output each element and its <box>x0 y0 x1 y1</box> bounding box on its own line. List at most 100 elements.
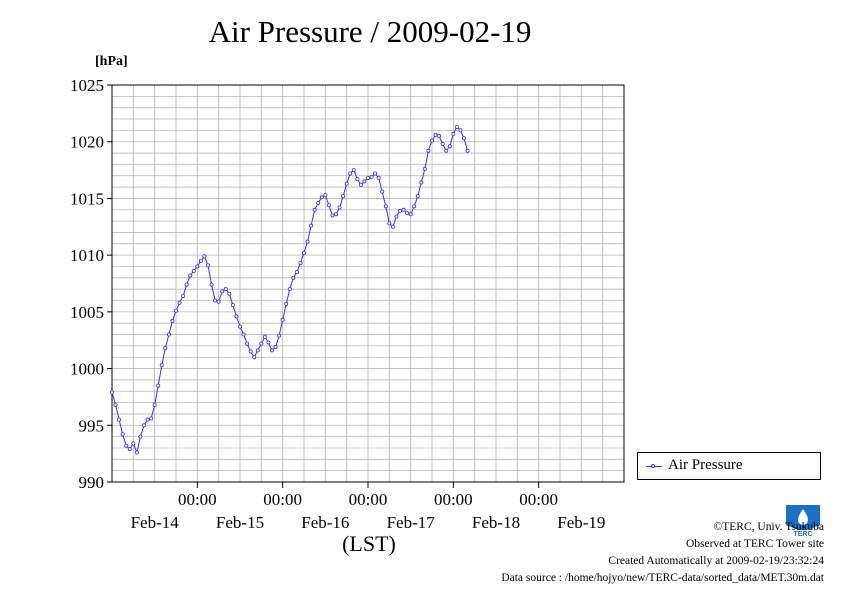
data-point <box>301 250 306 255</box>
data-point <box>195 264 200 269</box>
data-point <box>376 176 381 181</box>
data-point <box>298 261 303 266</box>
data-point <box>198 258 203 263</box>
data-point <box>447 144 452 149</box>
data-point <box>344 181 349 186</box>
data-point <box>223 287 228 292</box>
data-point <box>241 332 246 337</box>
data-point <box>383 204 388 209</box>
data-point <box>149 416 154 421</box>
data-point <box>273 345 278 350</box>
data-point <box>369 174 374 179</box>
x-date-label: Feb-19 <box>557 513 605 532</box>
created-text: Created Automatically at 2009-02-19/23:3… <box>608 555 824 567</box>
data-point <box>209 282 214 287</box>
data-point <box>440 141 445 146</box>
data-point <box>458 128 463 133</box>
x-time-label: 00:00 <box>434 490 473 509</box>
data-point <box>173 308 178 313</box>
data-point <box>330 213 335 218</box>
data-point <box>348 171 353 176</box>
data-point <box>184 282 189 287</box>
x-date-label: Feb-16 <box>301 513 349 532</box>
data-point <box>312 207 317 212</box>
x-time-label: 00:00 <box>349 490 388 509</box>
x-axis-label: (LST) <box>342 531 396 556</box>
data-point <box>205 263 210 268</box>
y-tick-label: 990 <box>79 473 105 492</box>
data-point <box>422 166 427 171</box>
data-point <box>291 275 296 280</box>
legend: Air Pressure <box>637 452 821 480</box>
data-point <box>191 269 196 274</box>
data-point <box>333 212 338 217</box>
y-tick-label: 1000 <box>70 360 104 379</box>
data-point <box>287 287 292 292</box>
y-tick-label: 995 <box>79 416 105 435</box>
data-point <box>134 450 139 455</box>
data-point <box>227 291 232 296</box>
data-point <box>390 224 395 229</box>
data-point <box>110 390 115 395</box>
data-point <box>245 341 250 346</box>
data-point <box>326 203 331 208</box>
data-point <box>280 317 285 322</box>
data-point <box>319 195 324 200</box>
legend-label: Air Pressure <box>668 457 743 473</box>
data-point <box>412 204 417 209</box>
data-point <box>316 200 321 205</box>
x-time-label: 00:00 <box>263 490 302 509</box>
data-point <box>220 289 225 294</box>
data-point <box>454 124 459 129</box>
data-point <box>252 355 257 360</box>
data-point <box>152 402 157 407</box>
data-point <box>394 214 399 219</box>
data-point <box>255 348 260 353</box>
data-point <box>131 441 136 446</box>
data-point <box>380 189 385 194</box>
data-point <box>213 298 218 303</box>
chart-title: Air Pressure / 2009-02-19 <box>208 14 532 49</box>
data-point <box>294 270 299 275</box>
data-point <box>120 432 125 437</box>
data-point <box>117 417 122 422</box>
data-point <box>234 314 239 319</box>
data-point <box>355 177 360 182</box>
data-point <box>181 293 186 298</box>
data-point <box>408 212 413 217</box>
data-point <box>429 138 434 143</box>
data-point <box>259 341 264 346</box>
data-point <box>266 340 271 345</box>
data-point <box>269 348 274 353</box>
legend-line-marker-icon <box>646 464 662 468</box>
data-point <box>305 239 310 244</box>
x-time-label: 00:00 <box>178 490 217 509</box>
data-point <box>437 134 442 139</box>
data-point <box>365 176 370 181</box>
x-date-label: Feb-17 <box>387 513 436 532</box>
data-point <box>444 148 449 153</box>
data-point <box>415 194 420 199</box>
x-date-label: Feb-14 <box>131 513 180 532</box>
data-point <box>341 194 346 199</box>
x-time-label: 00:00 <box>519 490 558 509</box>
data-point <box>323 193 328 198</box>
data-point <box>170 318 175 323</box>
data-point <box>230 303 235 308</box>
y-tick-label: 1010 <box>70 246 104 265</box>
y-tick-label: 1025 <box>70 76 104 95</box>
data-point <box>461 136 466 141</box>
data-point <box>358 182 363 187</box>
data-source-text: Data source : /home/hojyo/new/TERC-data/… <box>501 572 824 584</box>
data-point <box>387 221 392 226</box>
data-point <box>248 349 253 354</box>
data-point <box>277 333 282 338</box>
data-point <box>405 211 410 216</box>
data-point <box>124 443 129 448</box>
copyright-text: ©TERC, Univ. Tsukuba <box>713 521 824 533</box>
y-tick-label: 1020 <box>70 133 104 152</box>
data-point <box>262 334 267 339</box>
x-date-label: Feb-18 <box>472 513 520 532</box>
data-point <box>309 223 314 228</box>
